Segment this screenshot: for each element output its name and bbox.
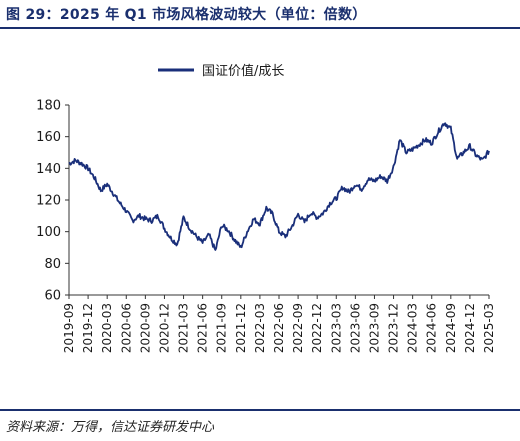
x-tick-label: 2023-09 <box>367 303 381 353</box>
x-tick-label: 2020-09 <box>138 303 152 353</box>
y-tick-label: 180 <box>36 99 61 114</box>
title-rule <box>0 27 520 29</box>
x-tick-label: 2021-06 <box>196 303 210 353</box>
footer-rule <box>0 409 520 411</box>
x-tick-label: 2023-12 <box>387 303 401 353</box>
x-tick-label: 2024-03 <box>406 303 420 353</box>
x-tick-label: 2021-03 <box>177 303 191 353</box>
x-tick-label: 2024-06 <box>425 303 439 353</box>
y-tick-label: 60 <box>44 289 61 304</box>
x-tick-label: 2022-09 <box>291 303 305 353</box>
x-tick-label: 2023-03 <box>329 303 343 353</box>
series-line <box>68 122 490 251</box>
x-tick-label: 2023-06 <box>348 303 362 353</box>
x-tick-label: 2020-06 <box>119 303 133 353</box>
x-axis: 2019-09 2019-12 2020-03 2020-06 2020-09 2020-… <box>62 294 496 353</box>
x-tick-label: 2025-03 <box>482 303 496 353</box>
legend: 国证价值/成长 <box>158 63 284 79</box>
x-tick-label: 2022-12 <box>310 303 324 353</box>
x-tick-label: 2019-09 <box>62 303 76 353</box>
x-tick-label: 2020-12 <box>157 303 171 353</box>
y-tick-label: 160 <box>36 130 61 145</box>
chart-title: 图 29：2025 年 Q1 市场风格波动较大（单位：倍数） <box>6 7 367 23</box>
x-tick-label: 2021-12 <box>234 303 248 353</box>
y-tick-label: 140 <box>36 162 61 177</box>
x-tick-label: 2020-03 <box>100 303 114 353</box>
x-tick-label: 2022-03 <box>253 303 267 353</box>
y-axis: 60 80 100 120 140 160 180 <box>36 99 70 304</box>
x-tick-label: 2019-12 <box>81 303 95 353</box>
source-note: 资料来源：万得，信达证券研发中心 <box>6 420 215 435</box>
x-tick-label: 2022-06 <box>272 303 286 353</box>
legend-label: 国证价值/成长 <box>202 63 284 79</box>
y-tick-label: 100 <box>36 225 61 240</box>
x-tick-label: 2024-12 <box>463 303 477 353</box>
x-tick-label: 2021-09 <box>215 303 229 353</box>
y-tick-label: 120 <box>36 194 61 209</box>
y-tick-label: 80 <box>44 257 61 272</box>
x-tick-label: 2024-09 <box>444 303 458 353</box>
